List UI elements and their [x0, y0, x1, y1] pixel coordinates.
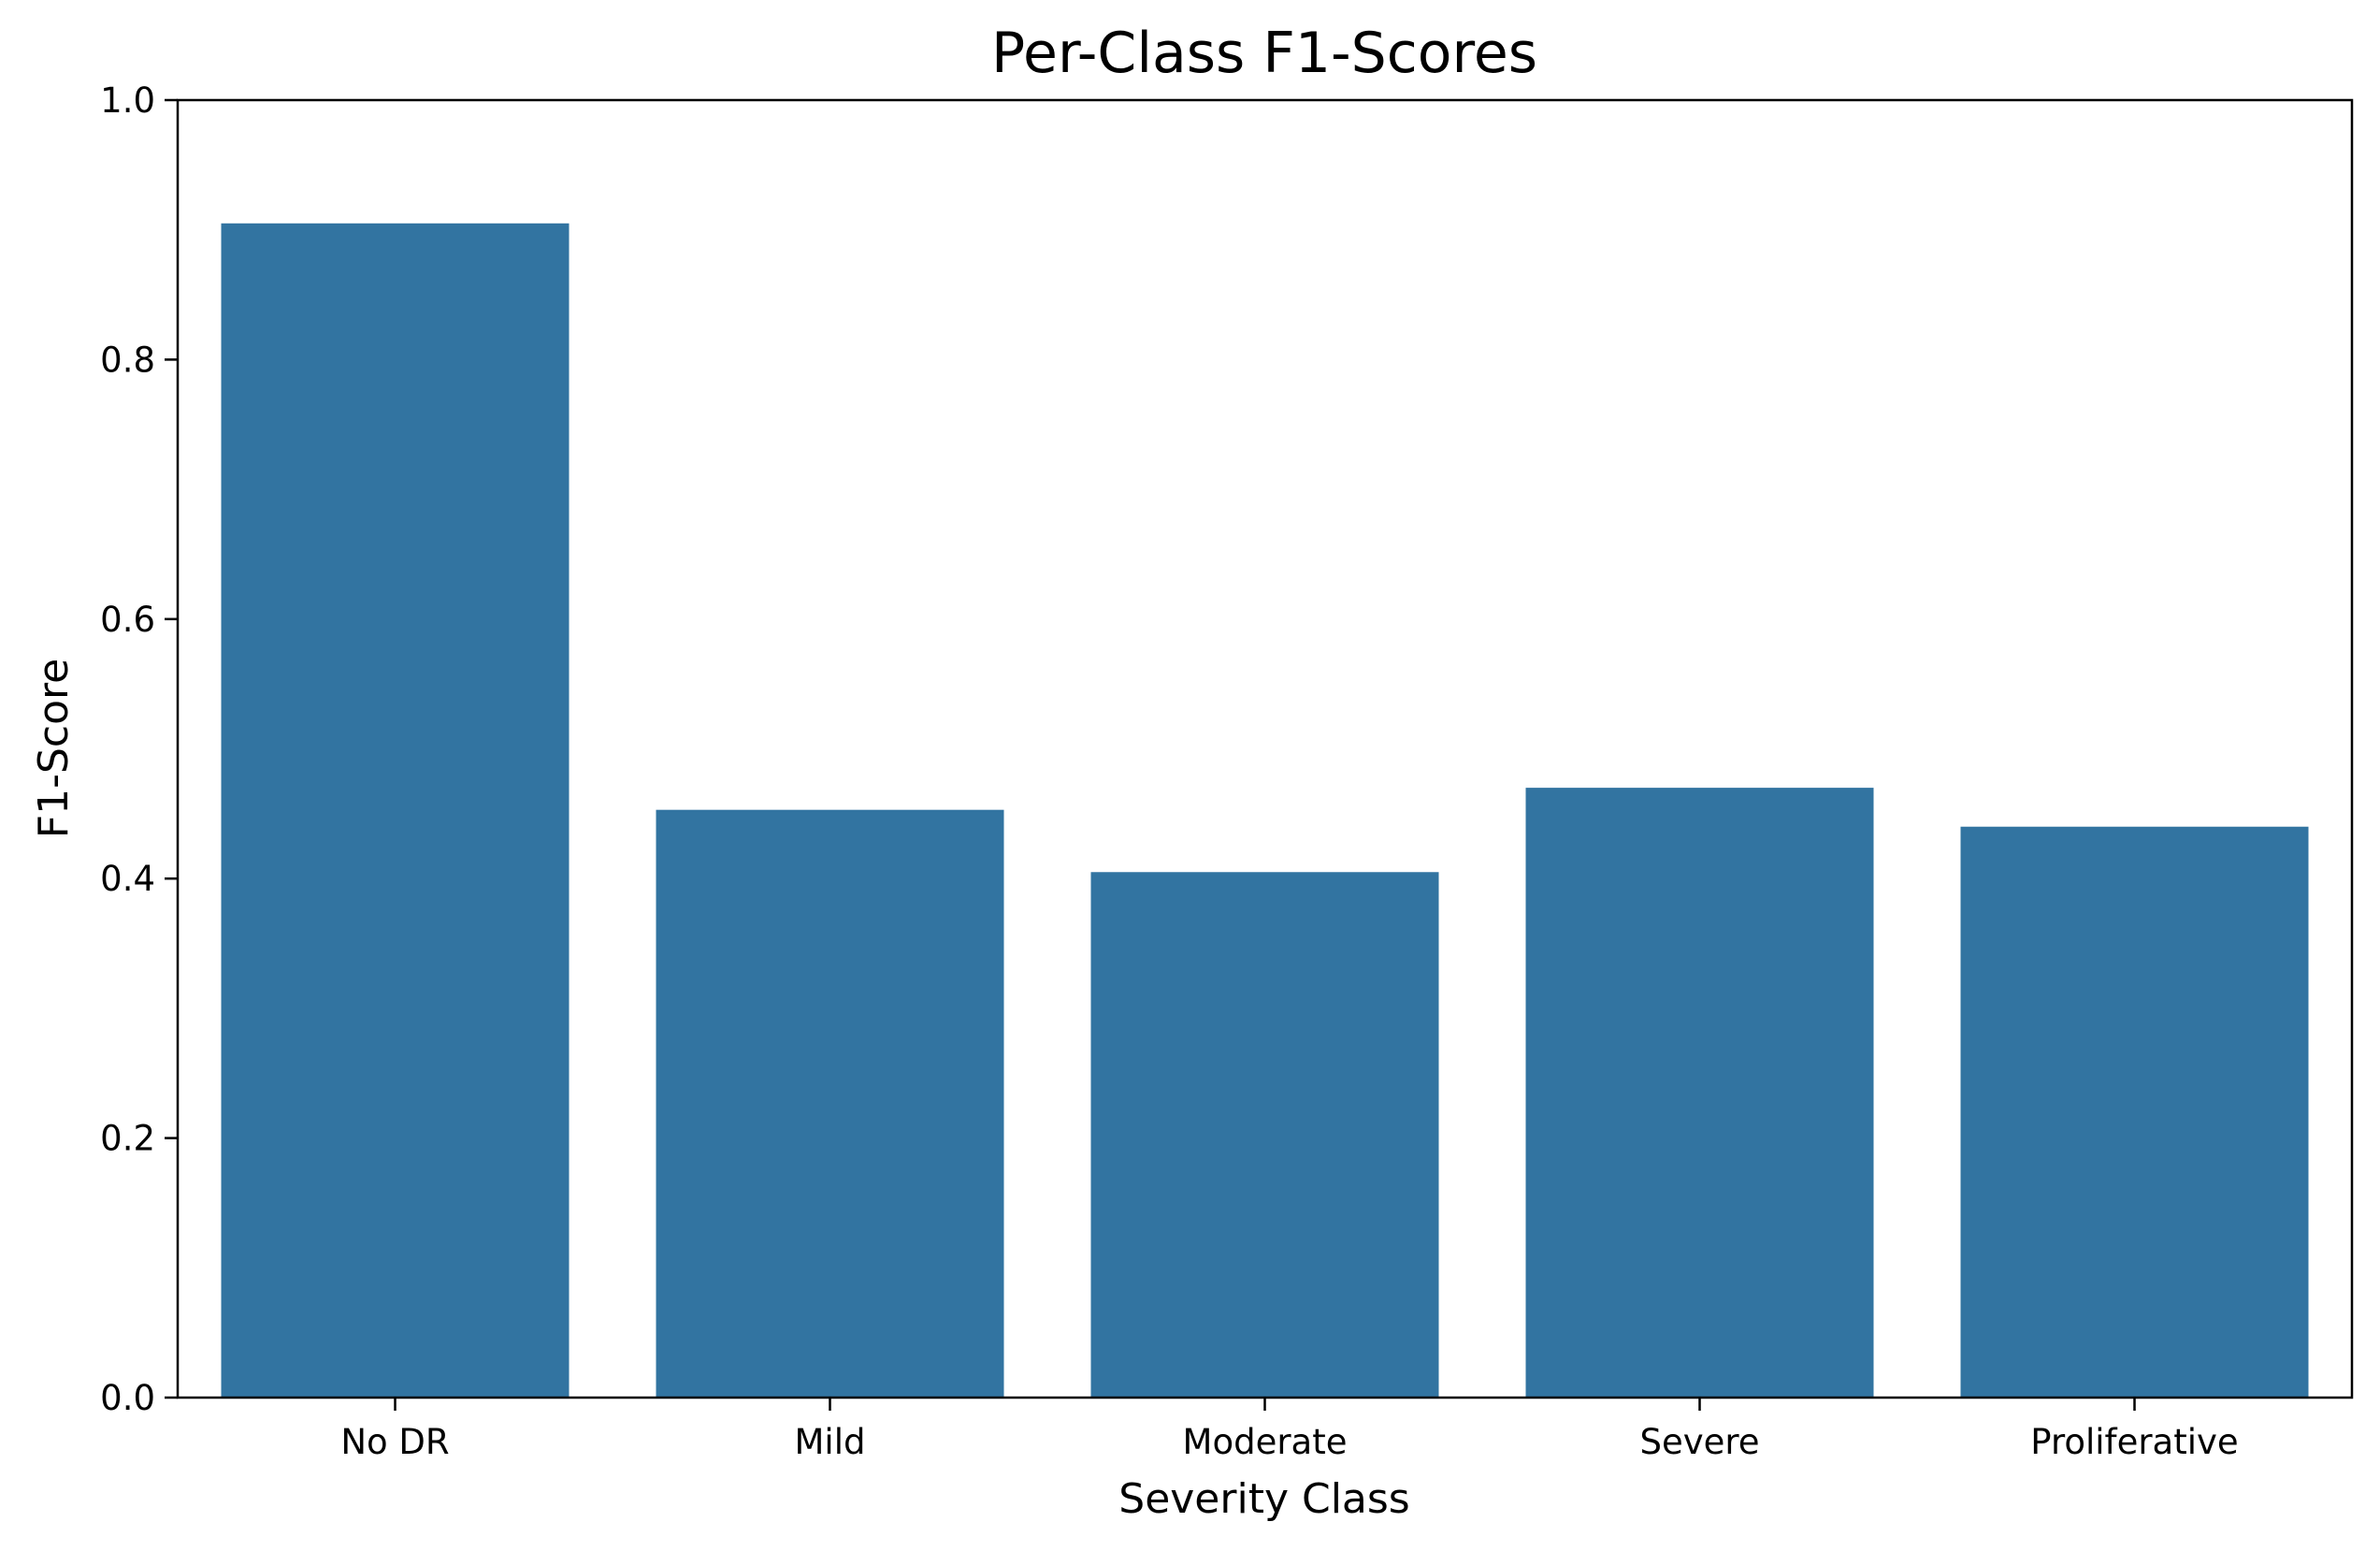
- y-tick-label: 0.0: [100, 1378, 155, 1418]
- x-tick-label: Severe: [1639, 1422, 1759, 1462]
- y-axis-label: F1-Score: [30, 659, 78, 838]
- bar-no-dr: [221, 223, 570, 1398]
- y-axis-ticks: 0.0 0.2 0.4 0.6 0.8 1.0: [100, 80, 178, 1418]
- bar-moderate: [1090, 872, 1439, 1398]
- y-tick-label: 1.0: [100, 80, 155, 121]
- bar-severe: [1525, 788, 1874, 1398]
- x-tick-label: No DR: [340, 1422, 449, 1462]
- x-tick-label: Mild: [795, 1422, 866, 1462]
- bars-group: [221, 223, 2309, 1398]
- y-tick-label: 0.2: [100, 1119, 155, 1159]
- y-tick-label: 0.6: [100, 600, 155, 640]
- x-tick-label: Proliferative: [2030, 1422, 2238, 1462]
- plot-frame: [176, 98, 2354, 1399]
- x-axis-label: Severity Class: [1118, 1475, 1409, 1523]
- bar-mild: [656, 809, 1004, 1398]
- bar-proliferative: [1960, 826, 2309, 1398]
- y-tick-label: 0.4: [100, 859, 155, 899]
- x-axis-ticks: No DR Mild Moderate Severe Proliferative: [340, 1398, 2239, 1462]
- x-tick-label: Moderate: [1183, 1422, 1348, 1462]
- chart-title: Per-Class F1-Scores: [991, 21, 1537, 86]
- y-tick-label: 0.8: [100, 340, 155, 380]
